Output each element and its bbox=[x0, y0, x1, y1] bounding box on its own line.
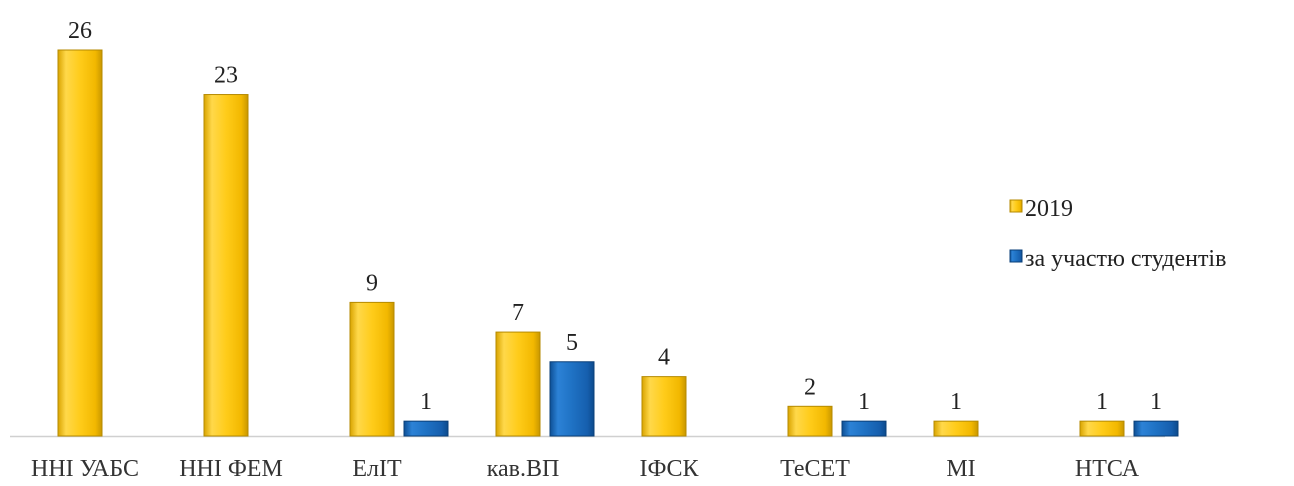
category-label-7: НТСА bbox=[1075, 456, 1140, 482]
bar-2019-0 bbox=[57, 49, 103, 437]
category-label-0: ННІ УАБС bbox=[31, 456, 139, 482]
data-label-2019-0: 26 bbox=[68, 18, 92, 44]
bar-2019-4 bbox=[641, 376, 687, 437]
legend-swatch-2019 bbox=[1009, 199, 1023, 213]
bar-2019-6 bbox=[933, 420, 979, 437]
value-labels-layer: 26 23 9 1 7 5 4 2 1 1 1 1 bbox=[68, 18, 1162, 415]
data-label-students-7: 1 bbox=[1150, 389, 1162, 415]
category-label-5: ТеСЕТ bbox=[780, 456, 850, 482]
category-labels-layer: ННІ УАБС ННІ ФЕМ ЕлІТ кав.ВП ІФСК ТеСЕТ МІ НТСА bbox=[31, 456, 1140, 482]
data-label-2019-1: 23 bbox=[214, 63, 238, 89]
data-label-students-2: 1 bbox=[420, 389, 432, 415]
legend-swatch-students bbox=[1009, 249, 1023, 263]
bar-students-5 bbox=[841, 420, 887, 437]
bar-2019-3 bbox=[495, 331, 541, 437]
data-label-2019-2: 9 bbox=[366, 270, 378, 296]
legend-label-2019: 2019 bbox=[1025, 196, 1073, 222]
category-label-6: МІ bbox=[946, 456, 975, 482]
data-label-2019-5: 2 bbox=[804, 374, 816, 400]
category-label-4: ІФСК bbox=[640, 456, 700, 482]
category-label-2: ЕлІТ bbox=[352, 456, 402, 482]
data-label-2019-4: 4 bbox=[658, 345, 670, 371]
legend-label-students: за участю студентів bbox=[1025, 246, 1226, 272]
bar-2019-1 bbox=[203, 94, 249, 437]
bar-students-3 bbox=[549, 361, 595, 437]
category-label-1: ННІ ФЕМ bbox=[179, 456, 283, 482]
bar-2019-7 bbox=[1079, 420, 1125, 437]
data-label-2019-7: 1 bbox=[1096, 389, 1108, 415]
bar-students-2 bbox=[403, 420, 449, 437]
bar-students-7 bbox=[1133, 420, 1179, 437]
data-label-2019-3: 7 bbox=[512, 300, 524, 326]
bars-layer bbox=[57, 49, 1179, 437]
data-label-students-5: 1 bbox=[858, 389, 870, 415]
bar-2019-2 bbox=[349, 301, 395, 437]
bar-2019-5 bbox=[787, 405, 833, 437]
data-label-2019-6: 1 bbox=[950, 389, 962, 415]
category-label-3: кав.ВП bbox=[487, 456, 560, 482]
legend: 2019 за участю студентів bbox=[1009, 196, 1226, 272]
data-label-students-3: 5 bbox=[566, 330, 578, 356]
